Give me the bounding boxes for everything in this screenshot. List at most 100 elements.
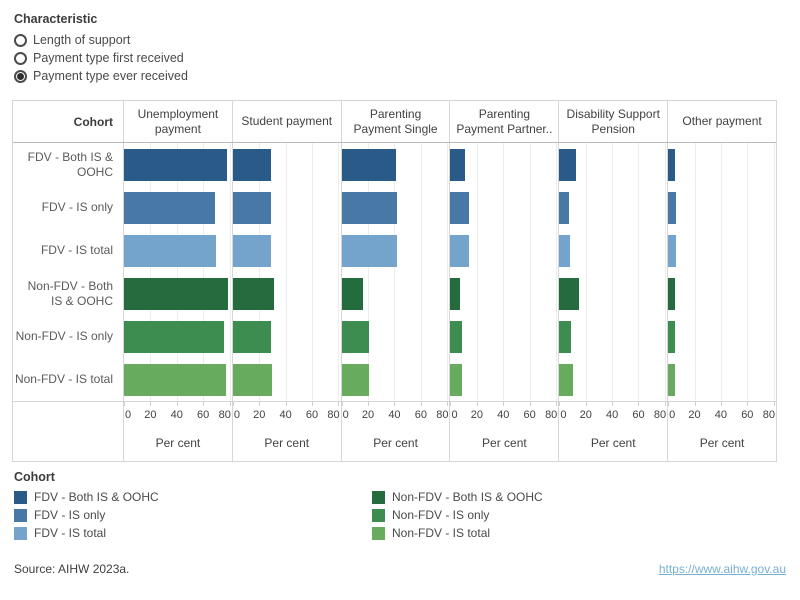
tick-mark	[341, 402, 343, 406]
tick-label: 20	[144, 409, 157, 421]
bar[interactable]	[232, 277, 274, 310]
bar[interactable]	[341, 191, 398, 224]
bar[interactable]	[450, 363, 463, 396]
cohort-column-header: Cohort	[73, 114, 113, 129]
radio-option-length-of-support[interactable]: Length of support	[14, 31, 188, 49]
bar[interactable]	[668, 148, 675, 181]
bar[interactable]	[124, 191, 216, 224]
gridline	[638, 143, 640, 186]
bar[interactable]	[232, 191, 272, 224]
legend-item-non-fdv-both-is-oohc[interactable]: Non-FDV - Both IS & OOHC	[372, 488, 543, 506]
tick-mark	[664, 402, 666, 406]
bar[interactable]	[668, 320, 675, 353]
bar[interactable]	[341, 363, 370, 396]
gridline	[447, 272, 449, 315]
tick-mark	[312, 402, 313, 406]
bar[interactable]	[232, 363, 273, 396]
x-axis: 0 20 40 60 80 Per cent	[449, 402, 558, 462]
tick-label: 80	[545, 409, 558, 421]
gridline	[312, 143, 313, 186]
tick-label: 20	[361, 409, 375, 421]
chart-panel	[123, 315, 232, 358]
tick-mark	[150, 402, 152, 406]
bar[interactable]	[559, 363, 573, 396]
bar[interactable]	[124, 148, 227, 181]
tick-mark	[720, 402, 722, 406]
gridline	[773, 143, 775, 186]
row-label: FDV - Both IS & OOHC	[27, 149, 113, 179]
chart-panel	[558, 143, 667, 186]
bar[interactable]	[450, 320, 463, 353]
bar[interactable]	[124, 320, 225, 353]
bar[interactable]	[232, 320, 272, 353]
chart-panel	[449, 186, 558, 229]
bar[interactable]	[232, 148, 272, 181]
tick-label: 20	[253, 409, 266, 421]
radio-unselected-icon	[14, 51, 27, 65]
bar[interactable]	[559, 277, 580, 310]
bar[interactable]	[450, 277, 460, 310]
tick-label: 0	[125, 409, 132, 421]
bar[interactable]	[341, 148, 396, 181]
gridline	[612, 272, 614, 315]
chart-panel	[667, 229, 776, 272]
bar[interactable]	[559, 148, 577, 181]
gridline	[312, 229, 313, 272]
aihw-link[interactable]: https://www.aihw.gov.au	[658, 562, 786, 576]
bar[interactable]	[124, 234, 217, 267]
gridline	[420, 272, 422, 315]
gridline	[556, 358, 558, 401]
bar[interactable]	[668, 191, 677, 224]
gridline	[585, 315, 587, 358]
bar[interactable]	[668, 277, 675, 310]
bar[interactable]	[559, 191, 569, 224]
tick-mark	[638, 402, 640, 406]
gridline	[747, 186, 749, 229]
gridline	[503, 186, 505, 229]
radio-option-payment-type-first-received[interactable]: Payment type first received	[14, 49, 188, 67]
chart-panel	[231, 358, 341, 401]
gridline	[285, 186, 287, 229]
bar[interactable]	[341, 320, 370, 353]
chart-panel	[231, 272, 341, 315]
bar[interactable]	[450, 234, 469, 267]
bar[interactable]	[450, 148, 465, 181]
gridline	[720, 358, 722, 401]
chart-panel	[340, 272, 450, 315]
column-header-disability-support-pension: Disability Support Pension	[558, 101, 667, 142]
legend-item-fdv-both-is-oohc[interactable]: FDV - Both IS & OOHC	[14, 488, 372, 506]
source-note: Source: AIHW 2023a.	[14, 562, 130, 576]
gridline	[612, 186, 614, 229]
bar[interactable]	[668, 363, 675, 396]
axis-title: Per cent	[699, 436, 745, 450]
legend-item-fdv-is-only[interactable]: FDV - IS only	[14, 506, 372, 524]
gridline	[368, 272, 370, 315]
gridline	[664, 358, 666, 401]
gridline	[556, 315, 558, 358]
bar[interactable]	[341, 234, 398, 267]
gridline	[476, 358, 478, 401]
bar[interactable]	[124, 277, 229, 310]
radio-option-payment-type-ever-received[interactable]: Payment type ever received	[14, 67, 188, 85]
bar[interactable]	[559, 320, 572, 353]
chart-panel	[340, 315, 450, 358]
gridline	[312, 272, 313, 315]
tick-mark	[503, 402, 505, 406]
bar[interactable]	[559, 234, 570, 267]
chart-panel	[231, 315, 341, 358]
radio-group: Length of support Payment type first rece…	[14, 31, 188, 85]
tick-mark	[232, 402, 234, 406]
legend-item-label: Non-FDV - Both IS & OOHC	[392, 490, 543, 504]
gridline	[229, 143, 231, 186]
legend-item-non-fdv-is-total[interactable]: Non-FDV - IS total	[372, 524, 543, 542]
gridline	[312, 358, 313, 401]
bar[interactable]	[341, 277, 363, 310]
bar[interactable]	[232, 234, 272, 267]
gridline	[338, 358, 340, 401]
bar[interactable]	[668, 234, 677, 267]
tick-mark	[124, 402, 125, 406]
legend-item-non-fdv-is-only[interactable]: Non-FDV - IS only	[372, 506, 543, 524]
bar[interactable]	[124, 363, 226, 396]
bar[interactable]	[450, 191, 469, 224]
legend-item-fdv-is-total[interactable]: FDV - IS total	[14, 524, 372, 542]
